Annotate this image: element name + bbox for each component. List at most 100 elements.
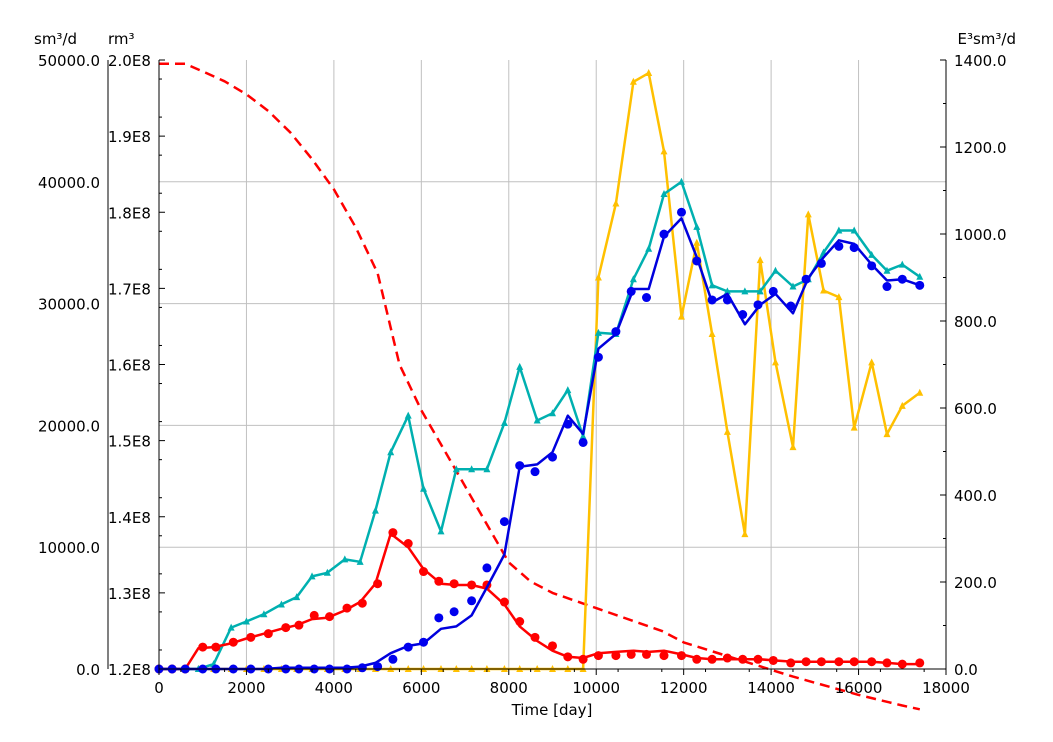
triangle-point <box>594 273 602 281</box>
circle-point <box>563 419 573 429</box>
left-volume-tick-label: 1.7E8 <box>108 280 151 298</box>
circle-point <box>882 282 892 292</box>
circle-point <box>768 286 778 296</box>
triangle-point <box>323 568 331 576</box>
circle-point <box>342 603 352 613</box>
triangle-point <box>660 147 668 155</box>
right-rate-tick-label: 600.0 <box>954 400 997 418</box>
x-tick-label: 16000 <box>835 679 883 697</box>
circle-point <box>882 658 892 668</box>
triangle-point <box>645 69 653 77</box>
triangle-point <box>723 427 731 435</box>
circle-point <box>467 580 477 590</box>
circle-point <box>578 437 588 447</box>
circle-point <box>388 528 398 538</box>
circle-point <box>676 207 686 217</box>
circle-point <box>816 258 826 268</box>
circle-point <box>515 616 525 626</box>
series-0 <box>159 62 921 711</box>
circle-point <box>659 651 669 661</box>
x-tick-label: 4000 <box>315 679 353 697</box>
triangle-point <box>771 358 779 366</box>
left-volume-tick-label: 1.8E8 <box>108 204 151 222</box>
grid-lines <box>159 60 946 669</box>
triangle-point <box>242 617 250 625</box>
triangle-point <box>516 362 524 370</box>
triangle-point <box>723 287 731 295</box>
left-rate-tick-label: 10000.0 <box>38 539 100 557</box>
circle-point <box>211 642 221 652</box>
triangle-point <box>789 282 797 290</box>
triangle-point <box>308 572 316 580</box>
circle-point <box>373 579 383 589</box>
triangle-point <box>771 266 779 274</box>
circle-point <box>692 256 702 266</box>
circle-point <box>434 576 444 586</box>
circle-point <box>593 651 603 661</box>
triangle-point <box>500 418 508 426</box>
circle-point <box>897 274 907 284</box>
triangle-point <box>868 250 876 258</box>
circle-point <box>228 637 238 647</box>
triangle-point <box>741 530 749 538</box>
circle-point <box>419 637 429 647</box>
series-line <box>159 71 921 671</box>
triangle-point <box>341 555 349 563</box>
circle-point <box>692 654 702 664</box>
circle-point <box>642 293 652 303</box>
triangle-point <box>420 484 428 492</box>
triangle-point <box>404 411 412 419</box>
circle-point <box>530 632 540 642</box>
circle-point <box>768 655 778 665</box>
triangle-point <box>868 358 876 366</box>
series-1 <box>155 69 924 672</box>
circle-point <box>816 657 826 667</box>
circle-point <box>676 651 686 661</box>
right-rate-tick-label: 1400.0 <box>954 52 1007 70</box>
circle-point <box>281 623 291 633</box>
left-rate-tick-label: 50000.0 <box>38 52 100 70</box>
left-volume-unit: rm³ <box>108 30 135 48</box>
circle-point <box>834 241 844 251</box>
circle-point <box>515 461 525 471</box>
circle-point <box>611 327 621 337</box>
triangle-point <box>883 430 891 438</box>
triangle-point <box>483 465 491 473</box>
circle-point <box>434 613 444 623</box>
circle-point <box>849 657 859 667</box>
triangle-point <box>756 256 764 264</box>
circle-point <box>707 295 717 305</box>
left-rate-tick-label: 30000.0 <box>38 296 100 314</box>
triangle-point <box>883 266 891 274</box>
circle-point <box>849 243 859 253</box>
left-volume-tick-label: 1.3E8 <box>108 585 151 603</box>
left-volume-tick-label: 2.0E8 <box>108 52 151 70</box>
circle-point <box>897 659 907 669</box>
circle-point <box>593 352 603 362</box>
triangle-point <box>677 312 685 320</box>
triangle-point <box>579 432 587 440</box>
x-tick-label: 8000 <box>490 679 528 697</box>
x-tick-label: 2000 <box>227 679 265 697</box>
circle-point <box>357 598 367 608</box>
series-line <box>159 217 921 671</box>
x-tick-label: 0 <box>154 679 164 697</box>
right-rate-tick-label: 400.0 <box>954 487 997 505</box>
circle-point <box>563 652 573 662</box>
circle-point <box>738 310 748 320</box>
circle-point <box>548 452 557 462</box>
left-rate-unit: sm³/d <box>34 30 77 48</box>
x-axis-label: Time [day] <box>511 701 593 719</box>
circle-point <box>499 517 509 527</box>
triangle-point <box>916 272 924 280</box>
series-3 <box>159 532 920 671</box>
circle-point <box>626 649 636 659</box>
triangle-point <box>277 600 285 608</box>
right-rate-tick-label: 0.0 <box>954 661 978 679</box>
triangle-point <box>708 281 716 289</box>
circle-point <box>530 467 540 477</box>
triangle-point <box>533 416 541 424</box>
x-tick-label: 6000 <box>402 679 440 697</box>
circle-point <box>801 657 811 667</box>
triangle-point <box>741 287 749 295</box>
